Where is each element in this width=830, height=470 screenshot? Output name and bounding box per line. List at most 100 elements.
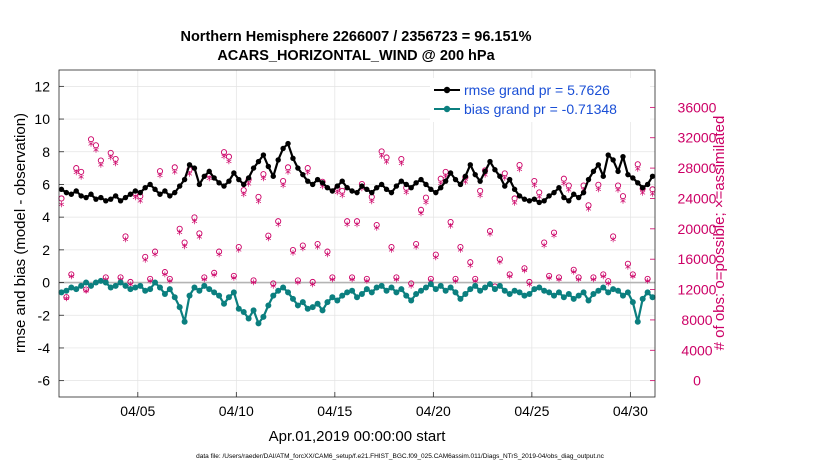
possible-obs-circle bbox=[216, 248, 223, 255]
possible-obs-circle bbox=[447, 218, 454, 226]
bias-point bbox=[230, 289, 237, 296]
rmse-point bbox=[447, 170, 454, 176]
rmse-point bbox=[413, 180, 419, 186]
rmse-point bbox=[408, 185, 414, 191]
rmse-point bbox=[295, 165, 301, 171]
right-tick-label: 32000 bbox=[678, 130, 717, 146]
rmse-point bbox=[615, 168, 621, 175]
possible-obs-circle bbox=[250, 277, 257, 284]
assimilated-obs-asterisk: * bbox=[630, 272, 636, 286]
possible-obs-circle bbox=[644, 275, 651, 282]
possible-obs-circle bbox=[201, 274, 208, 281]
assimilated-obs-asterisk: * bbox=[216, 250, 222, 264]
assimilated-obs-asterisk: * bbox=[93, 145, 99, 159]
rmse-point bbox=[467, 162, 473, 168]
assimilated-obs-asterisk: * bbox=[477, 190, 483, 204]
rmse-point bbox=[344, 185, 350, 191]
bias-point bbox=[309, 304, 316, 311]
rmse-point bbox=[221, 183, 227, 189]
possible-obs-circle bbox=[565, 182, 572, 189]
possible-obs-circle bbox=[122, 233, 129, 240]
assimilated-obs-asterisk: * bbox=[152, 250, 158, 264]
assimilated-obs-asterisk: * bbox=[132, 193, 138, 207]
rmse-point bbox=[492, 167, 498, 173]
bias-point bbox=[181, 318, 188, 325]
rmse-point bbox=[625, 171, 631, 178]
bias-point bbox=[452, 289, 459, 296]
rmse-point bbox=[403, 181, 409, 188]
assimilated-obs-asterisk: * bbox=[191, 216, 197, 230]
assimilated-obs-asterisk: * bbox=[413, 242, 419, 256]
legend-marker-rmse bbox=[443, 86, 451, 94]
assimilated-obs-asterisk: * bbox=[403, 187, 409, 201]
series-lines bbox=[58, 140, 656, 327]
bias-point bbox=[255, 320, 262, 327]
rmse-point bbox=[649, 173, 656, 179]
rmse-point bbox=[487, 158, 493, 165]
rmse-point bbox=[137, 189, 143, 196]
bias-point bbox=[334, 297, 341, 304]
assimilated-obs-asterisk: * bbox=[556, 275, 562, 289]
assimilated-obs-asterisk: * bbox=[586, 204, 592, 218]
possible-obs-circle bbox=[63, 294, 70, 301]
rmse-point bbox=[280, 145, 286, 152]
possible-obs-circle bbox=[600, 271, 607, 278]
rmse-point bbox=[600, 173, 606, 179]
rmse-point bbox=[536, 199, 542, 206]
assimilated-obs-asterisk: * bbox=[324, 250, 330, 264]
possible-obs-circle bbox=[324, 248, 331, 255]
rmse-point bbox=[275, 157, 281, 163]
bias-point bbox=[506, 290, 513, 297]
bias-point bbox=[388, 284, 395, 291]
plot-frame bbox=[58, 69, 656, 398]
rmse-point bbox=[585, 176, 592, 183]
assimilated-obs-asterisk: * bbox=[650, 189, 656, 203]
assimilated-obs-asterisk: * bbox=[526, 279, 532, 293]
possible-obs-circle bbox=[235, 243, 242, 251]
assimilated-obs-asterisk: * bbox=[369, 197, 375, 211]
possible-obs-circle bbox=[373, 221, 380, 229]
bias-point bbox=[570, 295, 577, 302]
bias-point bbox=[211, 289, 218, 296]
rmse-point bbox=[378, 181, 385, 188]
assimilated-obs-asterisk: * bbox=[354, 219, 360, 233]
assimilated-obs-asterisk: * bbox=[541, 241, 547, 255]
bias-point bbox=[161, 290, 168, 297]
assimilated-obs-asterisk: * bbox=[310, 279, 316, 293]
x-tick-label: 04/10 bbox=[219, 403, 254, 419]
legend-label-rmse: rmse grand pr = 5.7626 bbox=[464, 82, 610, 98]
bias-point bbox=[511, 287, 518, 294]
possible-obs-circle bbox=[284, 164, 292, 171]
rmse-point bbox=[181, 176, 188, 183]
possible-obs-circle bbox=[472, 275, 479, 282]
rmse-point bbox=[428, 186, 434, 193]
bias-point bbox=[565, 290, 572, 297]
rmse-point bbox=[334, 183, 340, 189]
assimilated-obs-asterisk: * bbox=[364, 276, 370, 290]
possible-obs-circle bbox=[383, 154, 390, 161]
assimilated-obs-asterisk: * bbox=[196, 232, 202, 246]
bias-point bbox=[171, 294, 178, 301]
bias-point bbox=[393, 289, 400, 296]
rmse-point bbox=[571, 191, 577, 197]
chart-title-line2: ACARS_HORIZONTAL_WIND @ 200 hPa bbox=[217, 48, 495, 64]
bias-point bbox=[344, 289, 351, 296]
y-tick-label: -4 bbox=[38, 340, 51, 356]
possible-obs-circle bbox=[555, 274, 563, 281]
assimilated-obs-asterisk: * bbox=[280, 181, 286, 195]
bias-point bbox=[516, 289, 523, 296]
bias-point bbox=[102, 279, 109, 286]
bias-point bbox=[349, 287, 356, 294]
possible-obs-circle bbox=[413, 240, 420, 248]
possible-obs-circle bbox=[260, 171, 267, 178]
assimilated-obs-asterisk: * bbox=[68, 272, 74, 286]
right-tick-label: 0 bbox=[693, 373, 701, 389]
bias-point bbox=[201, 282, 208, 289]
rmse-point bbox=[300, 171, 306, 178]
bias-point bbox=[610, 286, 617, 293]
bias-point bbox=[78, 282, 85, 289]
possible-obs-circle bbox=[92, 142, 99, 149]
assimilated-obs-asterisk: * bbox=[507, 272, 513, 286]
bias-point bbox=[250, 307, 257, 314]
bias-point bbox=[112, 282, 119, 289]
